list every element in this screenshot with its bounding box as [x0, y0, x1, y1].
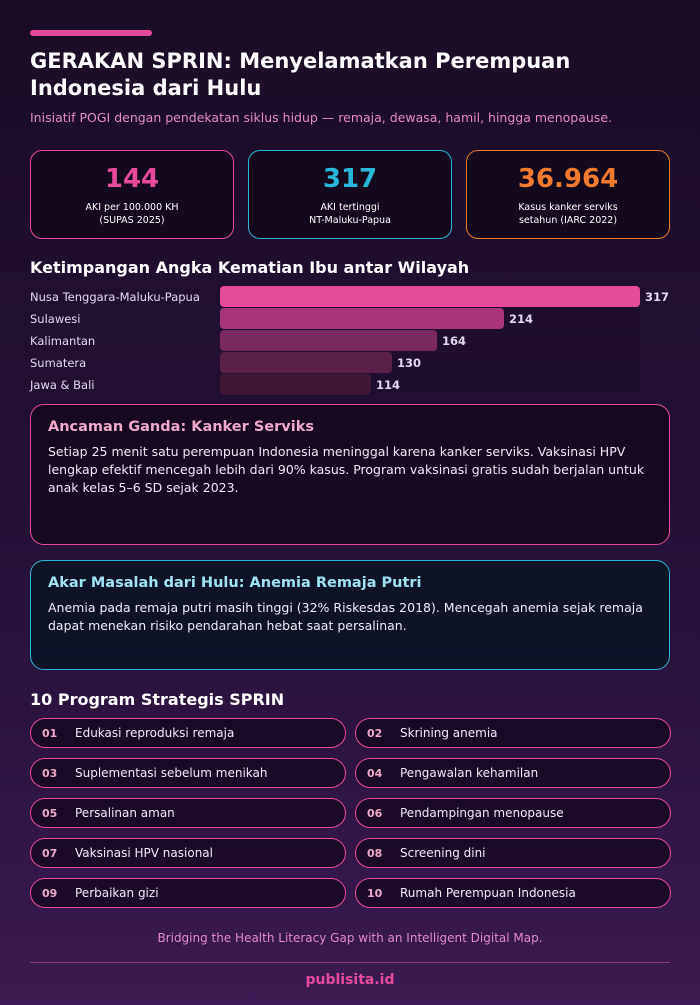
program-label: Rumah Perempuan Indonesia — [400, 886, 576, 900]
program-label: Persalinan aman — [75, 806, 175, 820]
card-text: Anemia pada remaja putri masih tinggi (3… — [48, 600, 643, 633]
bar-row: Kalimantan 164 — [30, 330, 680, 352]
program-number: 02 — [367, 727, 383, 740]
bar-value-label: 214 — [509, 312, 534, 326]
program-number: 05 — [42, 807, 58, 820]
program-item-07: 07 Vaksinasi HPV nasional — [30, 838, 346, 868]
card-anemia: Akar Masalah dari Hulu: Anemia Remaja Pu… — [30, 560, 670, 670]
program-label: Edukasi reproduksi remaja — [75, 726, 235, 740]
card-title: Ancaman Ganda: Kanker Serviks — [48, 419, 314, 435]
bar — [220, 286, 640, 307]
bar — [220, 374, 371, 395]
program-label: Screening dini — [400, 846, 486, 860]
program-item-04: 04 Pengawalan kehamilan — [355, 758, 671, 788]
program-number: 09 — [42, 887, 58, 900]
bar-row: Sumatera 130 — [30, 352, 680, 374]
program-label: Pengawalan kehamilan — [400, 766, 539, 780]
program-item-09: 09 Perbaikan gizi — [30, 878, 346, 908]
page-subtitle: Inisiatif POGI dengan pendekatan siklus … — [30, 110, 612, 125]
page-title: GERAKAN SPRIN: Menyelamatkan Perempuan I… — [30, 49, 571, 100]
programs-section-title: 10 Program Strategis SPRIN — [30, 690, 285, 709]
chart-section-title: Ketimpangan Angka Kematian Ibu antar Wil… — [30, 258, 470, 277]
bar-track — [220, 352, 640, 373]
stat-card-kanker-serviks: 36.964 Kasus kanker serviks setahun (IAR… — [466, 150, 670, 239]
program-number: 06 — [367, 807, 383, 820]
stat-card-aki: 144 AKI per 100.000 KH (SUPAS 2025) — [30, 150, 234, 239]
stat-card-aki-tertinggi: 317 AKI tertinggi NT-Maluku-Papua — [248, 150, 452, 239]
program-item-06: 06 Pendampingan menopause — [355, 798, 671, 828]
stat-label: Kasus kanker serviks setahun (IARC 2022) — [467, 201, 669, 227]
stat-label-line1: Kasus kanker serviks — [518, 202, 618, 213]
bar-label: Jawa & Bali — [30, 378, 95, 392]
stat-label-line1: AKI per 100.000 KH — [85, 202, 179, 213]
program-item-10: 10 Rumah Perempuan Indonesia — [355, 878, 671, 908]
footer-tagline: Bridging the Health Literacy Gap with an… — [157, 931, 543, 945]
bar — [220, 352, 392, 373]
program-label: Perbaikan gizi — [75, 886, 159, 900]
program-number: 01 — [42, 727, 58, 740]
bar-track — [220, 330, 640, 351]
bar-track — [220, 374, 640, 395]
bar-track — [220, 308, 640, 329]
stat-value: 144 — [104, 164, 160, 194]
program-item-02: 02 Skrining anemia — [355, 718, 671, 748]
stat-label: AKI tertinggi NT-Maluku-Papua — [249, 201, 451, 227]
bar-track — [220, 286, 640, 307]
bar-label: Kalimantan — [30, 334, 96, 348]
stat-label-line2: NT-Maluku-Papua — [309, 215, 391, 226]
program-item-03: 03 Suplementasi sebelum menikah — [30, 758, 346, 788]
card-title: Akar Masalah dari Hulu: Anemia Remaja Pu… — [48, 575, 422, 591]
bar-value-label: 164 — [442, 334, 467, 348]
program-item-01: 01 Edukasi reproduksi remaja — [30, 718, 346, 748]
program-number: 03 — [42, 767, 58, 780]
bar-row: Nusa Tenggara-Maluku-Papua 317 — [30, 286, 680, 308]
bar-row: Jawa & Bali 114 — [30, 374, 680, 396]
card-text: Setiap 25 menit satu perempuan Indonesia… — [48, 444, 645, 495]
stat-label-line2: (SUPAS 2025) — [99, 215, 165, 226]
brand-logo-text[interactable]: publisita.id — [305, 972, 395, 988]
stat-label-line1: AKI tertinggi — [320, 202, 380, 213]
program-number: 08 — [367, 847, 383, 860]
bar-label: Sumatera — [30, 356, 87, 370]
stat-label: AKI per 100.000 KH (SUPAS 2025) — [31, 201, 233, 227]
accent-line — [30, 30, 152, 36]
footer-divider — [30, 962, 670, 963]
program-label: Vaksinasi HPV nasional — [75, 846, 213, 860]
program-label: Suplementasi sebelum menikah — [75, 766, 268, 780]
program-label: Pendampingan menopause — [400, 806, 564, 820]
program-number: 10 — [367, 887, 383, 900]
stat-value: 36.964 — [517, 164, 619, 194]
program-label: Skrining anemia — [400, 726, 498, 740]
bar — [220, 330, 437, 351]
card-kanker-serviks: Ancaman Ganda: Kanker Serviks Setiap 25 … — [30, 404, 670, 545]
program-item-08: 08 Screening dini — [355, 838, 671, 868]
bar — [220, 308, 504, 329]
program-item-05: 05 Persalinan aman — [30, 798, 346, 828]
bar-label: Sulawesi — [30, 312, 81, 326]
bar-row: Sulawesi 214 — [30, 308, 680, 330]
bar-chart: Nusa Tenggara-Maluku-Papua 317 Sulawesi 214… — [30, 286, 680, 396]
program-number: 04 — [367, 767, 383, 780]
stat-label-line2: setahun (IARC 2022) — [518, 215, 618, 226]
bar-label: Nusa Tenggara-Maluku-Papua — [30, 290, 200, 304]
bar-value-label: 317 — [645, 290, 670, 304]
bar-value-label: 114 — [376, 378, 401, 392]
bar-value-label: 130 — [397, 356, 422, 370]
stat-value: 317 — [322, 164, 378, 194]
program-number: 07 — [42, 847, 58, 860]
